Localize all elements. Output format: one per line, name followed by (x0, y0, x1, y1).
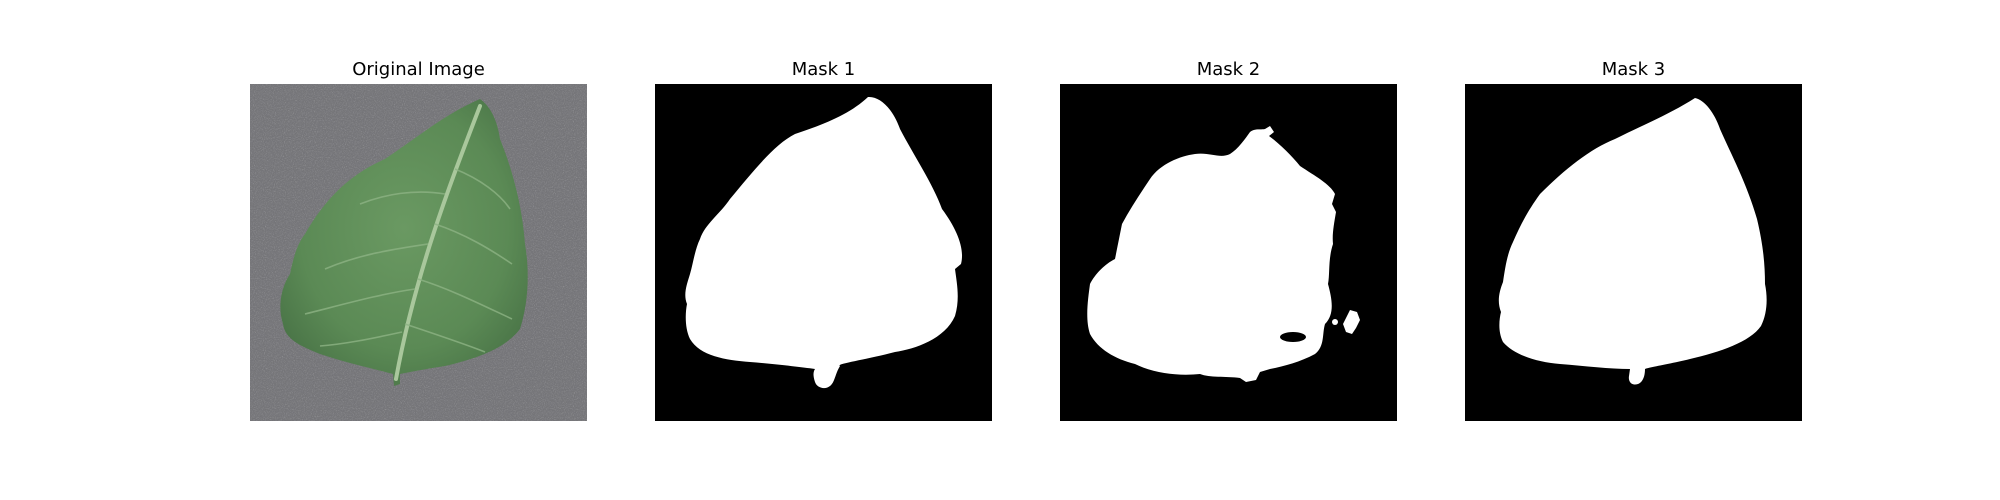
mask-foreground (1498, 98, 1767, 385)
mask-foreground-fragment (1343, 310, 1360, 334)
mask-foreground-speck (1332, 319, 1338, 325)
panel-title: Mask 1 (791, 59, 856, 80)
mask-3-image (1465, 84, 1802, 421)
panel-mask-3: Mask 3 (1465, 0, 1802, 500)
mask-hole (1280, 332, 1306, 342)
mask-foreground (685, 96, 963, 389)
leaf-veins (304, 168, 513, 353)
leaf-midrib (394, 104, 482, 381)
mask-2-image (1060, 84, 1397, 421)
panel-title: Original Image (352, 59, 485, 80)
panel-title: Mask 3 (1601, 59, 1666, 80)
leaf-shape (280, 99, 528, 386)
mask-foreground-main (1087, 126, 1336, 382)
mask-1-image (655, 84, 992, 421)
panel-original-image: Original Image (250, 0, 587, 500)
panel-mask-1: Mask 1 (655, 0, 992, 500)
panel-mask-2: Mask 2 (1060, 0, 1397, 500)
original-leaf-photo (250, 84, 587, 421)
panel-title: Mask 2 (1196, 59, 1261, 80)
